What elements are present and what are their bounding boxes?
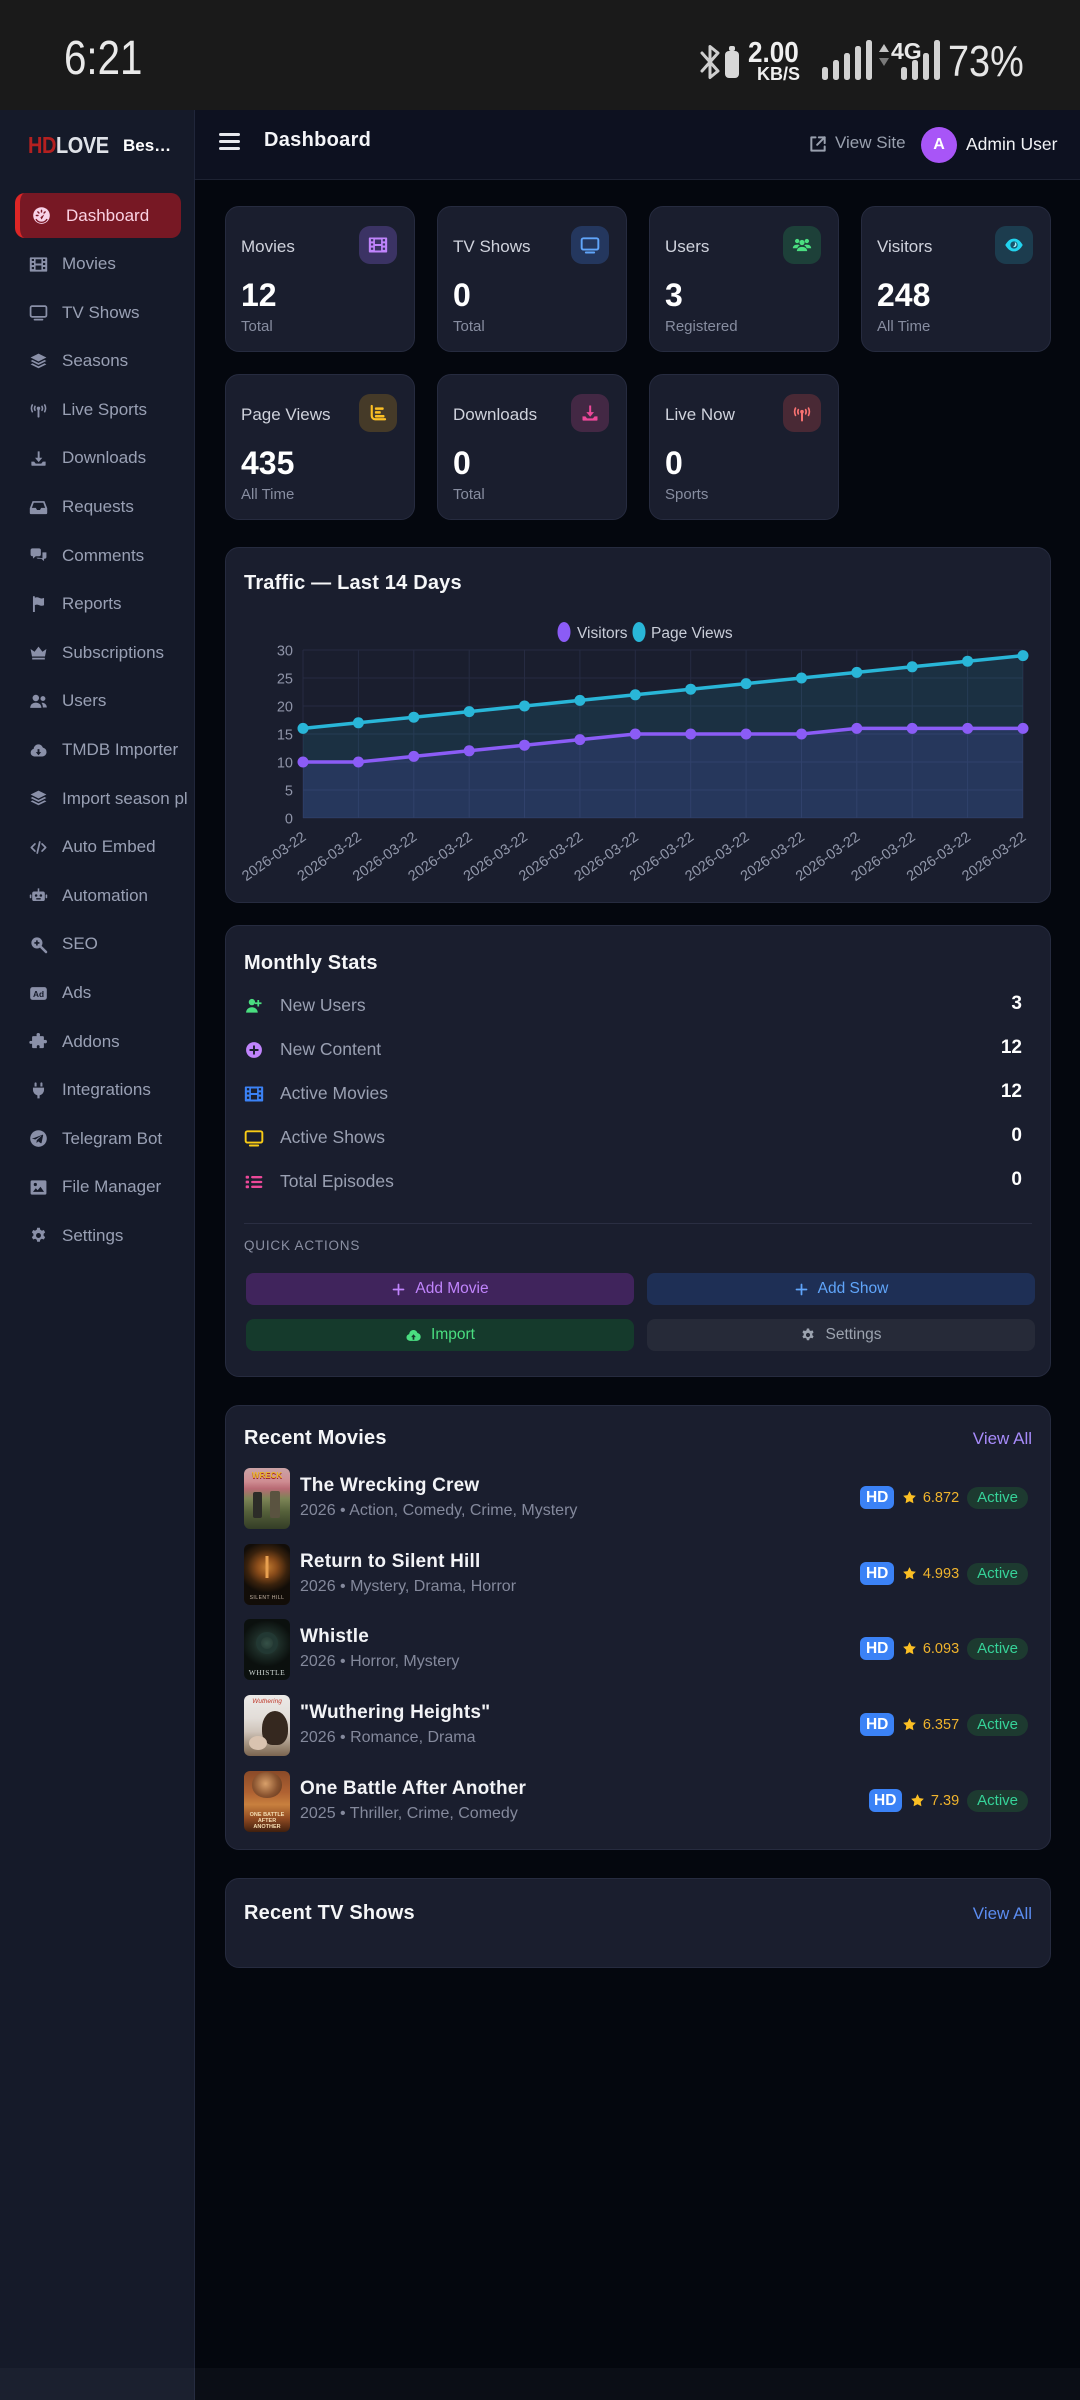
svg-text:10: 10 xyxy=(277,756,293,772)
svg-text:20: 20 xyxy=(277,700,293,716)
svg-text:Visitors: Visitors xyxy=(577,625,628,642)
svg-text:0: 0 xyxy=(285,812,293,828)
svg-text:30: 30 xyxy=(277,644,293,660)
svg-text:Page Views: Page Views xyxy=(651,625,733,642)
svg-text:25: 25 xyxy=(277,672,293,688)
svg-text:5: 5 xyxy=(285,784,293,800)
svg-text:15: 15 xyxy=(277,728,293,744)
svg-text:Ad: Ad xyxy=(33,989,44,999)
